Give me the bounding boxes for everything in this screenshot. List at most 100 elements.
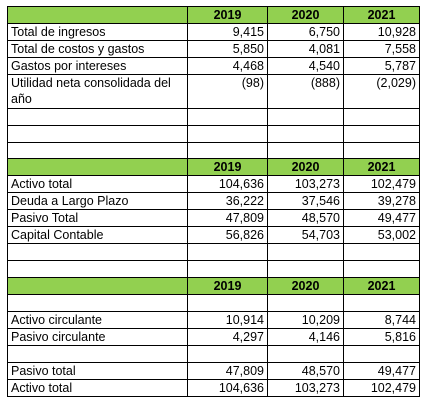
value-cell[interactable] [267, 124, 344, 143]
value-cell[interactable] [187, 124, 268, 143]
row-label-cell[interactable]: Activo total [7, 379, 188, 398]
value-cell[interactable]: 5,850 [187, 40, 268, 58]
table-row: Pasivo Total 47,809 48,570 49,477 [7, 209, 420, 228]
row-label-cell[interactable]: Pasivo circulante [7, 328, 188, 347]
row-label-cell[interactable]: Deuda a Largo Plazo [7, 192, 188, 211]
row-label-cell[interactable] [7, 243, 188, 262]
value-cell[interactable]: 9,415 [187, 23, 268, 41]
value-cell[interactable]: 102,479 [343, 379, 420, 398]
table-row [7, 243, 420, 262]
value-cell[interactable] [187, 141, 268, 160]
value-cell[interactable]: 6,750 [267, 23, 344, 41]
value-cell[interactable]: 4,081 [267, 40, 344, 58]
header-blank-cell[interactable] [7, 6, 188, 24]
row-label-cell[interactable]: Pasivo Total [7, 209, 188, 228]
value-cell[interactable]: 5,816 [343, 328, 420, 347]
year-header-cell[interactable]: 2019 [187, 158, 268, 177]
value-cell[interactable] [267, 345, 344, 364]
table-row: Total de costos y gastos 5,850 4,081 7,558 [7, 40, 420, 58]
year-header-cell[interactable]: 2019 [187, 6, 268, 24]
year-header-cell[interactable]: 2021 [343, 158, 420, 177]
value-cell[interactable]: 103,273 [267, 175, 344, 194]
value-cell[interactable]: 8,744 [343, 311, 420, 330]
value-cell[interactable]: 4,540 [267, 57, 344, 75]
value-cell[interactable]: 10,209 [267, 311, 344, 330]
row-label-cell[interactable] [7, 107, 188, 126]
value-cell[interactable]: 4,468 [187, 57, 268, 75]
value-cell[interactable]: 10,914 [187, 311, 268, 330]
section-1-header-row: 2019 2020 2021 [7, 6, 420, 24]
value-cell[interactable]: 56,826 [187, 226, 268, 245]
value-cell[interactable] [343, 124, 420, 143]
value-cell[interactable]: 7,558 [343, 40, 420, 58]
row-label-cell[interactable] [7, 345, 188, 364]
table-row: Deuda a Largo Plazo 36,222 37,546 39,278 [7, 192, 420, 211]
value-cell[interactable] [187, 243, 268, 262]
value-cell[interactable] [343, 260, 420, 279]
value-cell[interactable]: 102,479 [343, 175, 420, 194]
table-row [7, 345, 420, 364]
value-cell[interactable]: 48,570 [267, 362, 344, 381]
year-header-cell[interactable]: 2021 [343, 6, 420, 24]
table-row: Activo total 104,636 103,273 102,479 [7, 175, 420, 194]
value-cell[interactable] [343, 243, 420, 262]
value-cell[interactable] [267, 294, 344, 313]
value-cell[interactable] [343, 107, 420, 126]
value-cell[interactable]: 4,146 [267, 328, 344, 347]
value-cell[interactable]: 48,570 [267, 209, 344, 228]
row-label-cell[interactable] [7, 294, 188, 313]
value-cell[interactable]: 53,002 [343, 226, 420, 245]
value-cell[interactable] [267, 107, 344, 126]
row-label-cell[interactable] [7, 141, 188, 160]
value-cell[interactable]: 4,297 [187, 328, 268, 347]
value-cell[interactable] [343, 345, 420, 364]
value-cell[interactable] [267, 260, 344, 279]
row-label-cell[interactable]: Activo circulante [7, 311, 188, 330]
value-cell[interactable]: 47,809 [187, 362, 268, 381]
value-cell[interactable]: (888) [267, 74, 344, 109]
value-cell[interactable]: 104,636 [187, 379, 268, 398]
table-row [7, 294, 420, 313]
value-cell[interactable] [267, 141, 344, 160]
table-row: Utilidad neta consolidada del año (98) (88… [7, 74, 420, 109]
table-row [7, 107, 420, 126]
row-label-cell[interactable] [7, 260, 188, 279]
header-blank-cell[interactable] [7, 277, 188, 296]
value-cell[interactable]: 10,928 [343, 23, 420, 41]
value-cell[interactable]: 39,278 [343, 192, 420, 211]
row-label-cell[interactable]: Total de costos y gastos [7, 40, 188, 58]
year-header-cell[interactable]: 2021 [343, 277, 420, 296]
value-cell[interactable] [267, 243, 344, 262]
row-label-cell[interactable]: Total de ingresos [7, 23, 188, 41]
value-cell[interactable]: 103,273 [267, 379, 344, 398]
row-label-cell[interactable]: Gastos por intereses [7, 57, 188, 75]
value-cell[interactable]: (98) [187, 74, 268, 109]
value-cell[interactable]: 104,636 [187, 175, 268, 194]
value-cell[interactable]: 5,787 [343, 57, 420, 75]
header-blank-cell[interactable] [7, 158, 188, 177]
value-cell[interactable] [343, 141, 420, 160]
value-cell[interactable]: 37,546 [267, 192, 344, 211]
value-cell[interactable]: 49,477 [343, 209, 420, 228]
row-label-cell[interactable]: Capital Contable [7, 226, 188, 245]
row-label-cell[interactable]: Utilidad neta consolidada del año [7, 74, 188, 109]
value-cell[interactable]: 36,222 [187, 192, 268, 211]
value-cell[interactable] [187, 107, 268, 126]
row-label-cell[interactable]: Activo total [7, 175, 188, 194]
value-cell[interactable] [187, 294, 268, 313]
value-cell[interactable]: (2,029) [343, 74, 420, 109]
value-cell[interactable]: 49,477 [343, 362, 420, 381]
row-label-cell[interactable] [7, 124, 188, 143]
value-cell[interactable] [187, 345, 268, 364]
year-header-cell[interactable]: 2020 [267, 158, 344, 177]
year-header-cell[interactable]: 2020 [267, 6, 344, 24]
table-row: Pasivo circulante 4,297 4,146 5,816 [7, 328, 420, 347]
value-cell[interactable]: 47,809 [187, 209, 268, 228]
row-label-cell[interactable]: Pasivo total [7, 362, 188, 381]
value-cell[interactable] [343, 294, 420, 313]
section-2-header-row: 2019 2020 2021 [7, 158, 420, 177]
value-cell[interactable]: 54,703 [267, 226, 344, 245]
value-cell[interactable] [187, 260, 268, 279]
year-header-cell[interactable]: 2019 [187, 277, 268, 296]
year-header-cell[interactable]: 2020 [267, 277, 344, 296]
